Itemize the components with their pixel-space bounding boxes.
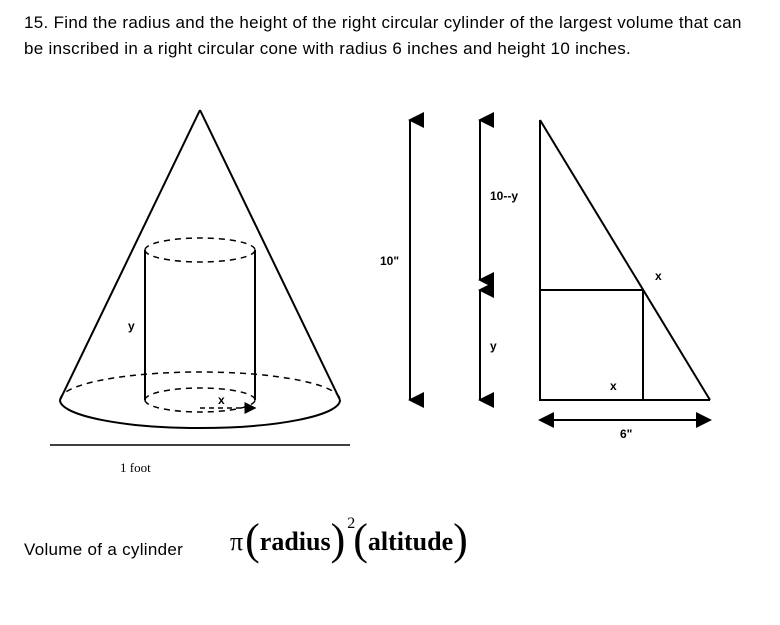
diagram-area: y x 10" 10--y y xyxy=(40,100,740,480)
volume-caption-row: Volume of a cylinder xyxy=(24,540,744,568)
cone-y-label: y xyxy=(128,319,135,333)
cone-diagram: y x xyxy=(50,110,350,445)
diagrams-svg: y x 10" 10--y y xyxy=(40,100,740,470)
volume-prefix: Volume of a cylinder xyxy=(24,540,183,560)
question-number: 15. xyxy=(24,13,49,32)
tri-x-bottom: x xyxy=(610,379,617,393)
triangle-diagram: x x 6" xyxy=(540,120,710,441)
page: 15. Find the radius and the height of th… xyxy=(0,0,780,625)
cone-x-label: x xyxy=(218,393,225,407)
arrow-10-label: 10" xyxy=(380,254,399,268)
question-text: 15. Find the radius and the height of th… xyxy=(24,10,744,61)
tri-base-label: 6" xyxy=(620,427,632,441)
one-foot-caption: 1 foot xyxy=(120,460,151,476)
arrow-split: 10--y y xyxy=(480,120,518,400)
tri-x-top: x xyxy=(655,269,662,283)
question-body: Find the radius and the height of the ri… xyxy=(24,13,742,58)
arrow-10: 10" xyxy=(380,120,410,400)
arrow-lower-label: y xyxy=(490,339,497,353)
arrow-upper-label: 10--y xyxy=(490,189,518,203)
